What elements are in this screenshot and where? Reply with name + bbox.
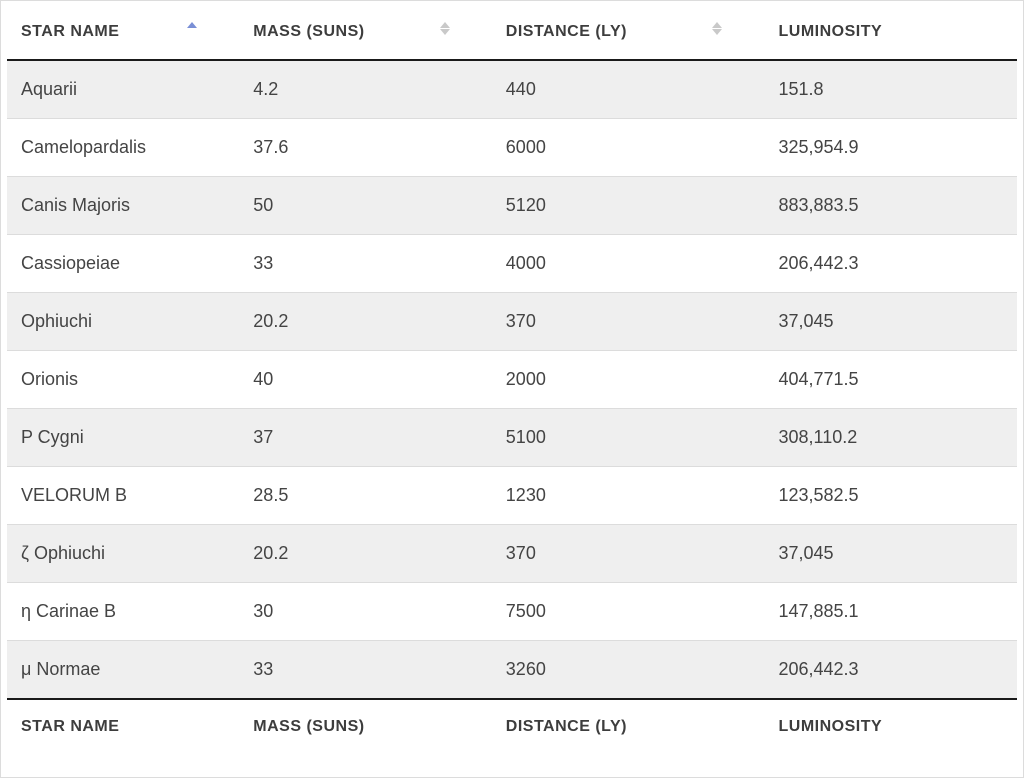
sort-asc-icon	[187, 22, 197, 28]
sort-icon[interactable]	[712, 22, 722, 35]
table-container: STAR NAME MASS (SUNS) DISTANCE (LY)	[0, 0, 1024, 778]
cell-distance: 370	[492, 525, 765, 583]
table-row: μ Normae333260206,442.3	[7, 641, 1017, 700]
cell-name: Cassiopeiae	[7, 235, 239, 293]
cell-mass: 20.2	[239, 525, 492, 583]
column-header-luminosity[interactable]: LUMINOSITY	[764, 5, 1017, 60]
sort-asc-icon	[712, 22, 722, 28]
cell-luminosity: 123,582.5	[764, 467, 1017, 525]
cell-distance: 370	[492, 293, 765, 351]
column-header-distance[interactable]: DISTANCE (LY)	[492, 5, 765, 60]
cell-distance: 1230	[492, 467, 765, 525]
cell-mass: 33	[239, 641, 492, 700]
table-row: ζ Ophiuchi20.237037,045	[7, 525, 1017, 583]
cell-mass: 33	[239, 235, 492, 293]
cell-name: Canis Majoris	[7, 177, 239, 235]
cell-distance: 440	[492, 60, 765, 119]
cell-mass: 20.2	[239, 293, 492, 351]
cell-distance: 4000	[492, 235, 765, 293]
cell-distance: 7500	[492, 583, 765, 641]
cell-name: Ophiuchi	[7, 293, 239, 351]
cell-mass: 37.6	[239, 119, 492, 177]
cell-luminosity: 206,442.3	[764, 235, 1017, 293]
table-footer: STAR NAME MASS (SUNS) DISTANCE (LY) LUMI…	[7, 699, 1017, 754]
cell-mass: 50	[239, 177, 492, 235]
cell-luminosity: 151.8	[764, 60, 1017, 119]
cell-name: P Cygni	[7, 409, 239, 467]
cell-luminosity: 206,442.3	[764, 641, 1017, 700]
cell-mass: 28.5	[239, 467, 492, 525]
footer-label-star-name: STAR NAME	[7, 699, 239, 754]
cell-mass: 40	[239, 351, 492, 409]
cell-luminosity: 308,110.2	[764, 409, 1017, 467]
table-row: Camelopardalis37.66000325,954.9	[7, 119, 1017, 177]
footer-label-mass: MASS (SUNS)	[239, 699, 492, 754]
cell-luminosity: 37,045	[764, 293, 1017, 351]
column-header-label: DISTANCE (LY)	[506, 23, 627, 40]
table-body: Aquarii4.2440151.8Camelopardalis37.66000…	[7, 60, 1017, 699]
table-row: P Cygni375100308,110.2	[7, 409, 1017, 467]
column-header-label: STAR NAME	[21, 23, 119, 40]
sort-icon[interactable]	[187, 22, 197, 28]
cell-luminosity: 325,954.9	[764, 119, 1017, 177]
cell-name: Aquarii	[7, 60, 239, 119]
cell-luminosity: 404,771.5	[764, 351, 1017, 409]
cell-luminosity: 883,883.5	[764, 177, 1017, 235]
cell-name: Orionis	[7, 351, 239, 409]
table-row: VELORUM B28.51230123,582.5	[7, 467, 1017, 525]
cell-distance: 6000	[492, 119, 765, 177]
sort-desc-icon	[712, 29, 722, 35]
sort-desc-icon	[440, 29, 450, 35]
sort-asc-icon	[440, 22, 450, 28]
column-header-star-name[interactable]: STAR NAME	[7, 5, 239, 60]
table-header: STAR NAME MASS (SUNS) DISTANCE (LY)	[7, 5, 1017, 60]
cell-mass: 4.2	[239, 60, 492, 119]
cell-luminosity: 37,045	[764, 525, 1017, 583]
table-row: Canis Majoris505120883,883.5	[7, 177, 1017, 235]
cell-distance: 5100	[492, 409, 765, 467]
cell-luminosity: 147,885.1	[764, 583, 1017, 641]
cell-name: Camelopardalis	[7, 119, 239, 177]
table-row: Orionis402000404,771.5	[7, 351, 1017, 409]
cell-distance: 5120	[492, 177, 765, 235]
column-header-label: LUMINOSITY	[778, 23, 882, 40]
table-row: Aquarii4.2440151.8	[7, 60, 1017, 119]
stars-table: STAR NAME MASS (SUNS) DISTANCE (LY)	[7, 5, 1017, 754]
table-row: Ophiuchi20.237037,045	[7, 293, 1017, 351]
cell-name: VELORUM B	[7, 467, 239, 525]
table-row: Cassiopeiae334000206,442.3	[7, 235, 1017, 293]
column-header-label: MASS (SUNS)	[253, 23, 364, 40]
cell-mass: 30	[239, 583, 492, 641]
cell-name: η Carinae B	[7, 583, 239, 641]
cell-distance: 2000	[492, 351, 765, 409]
sort-icon[interactable]	[440, 22, 450, 35]
table-row: η Carinae B307500147,885.1	[7, 583, 1017, 641]
footer-label-luminosity: LUMINOSITY	[764, 699, 1017, 754]
cell-name: ζ Ophiuchi	[7, 525, 239, 583]
cell-mass: 37	[239, 409, 492, 467]
cell-name: μ Normae	[7, 641, 239, 700]
column-header-mass[interactable]: MASS (SUNS)	[239, 5, 492, 60]
cell-distance: 3260	[492, 641, 765, 700]
footer-label-distance: DISTANCE (LY)	[492, 699, 765, 754]
